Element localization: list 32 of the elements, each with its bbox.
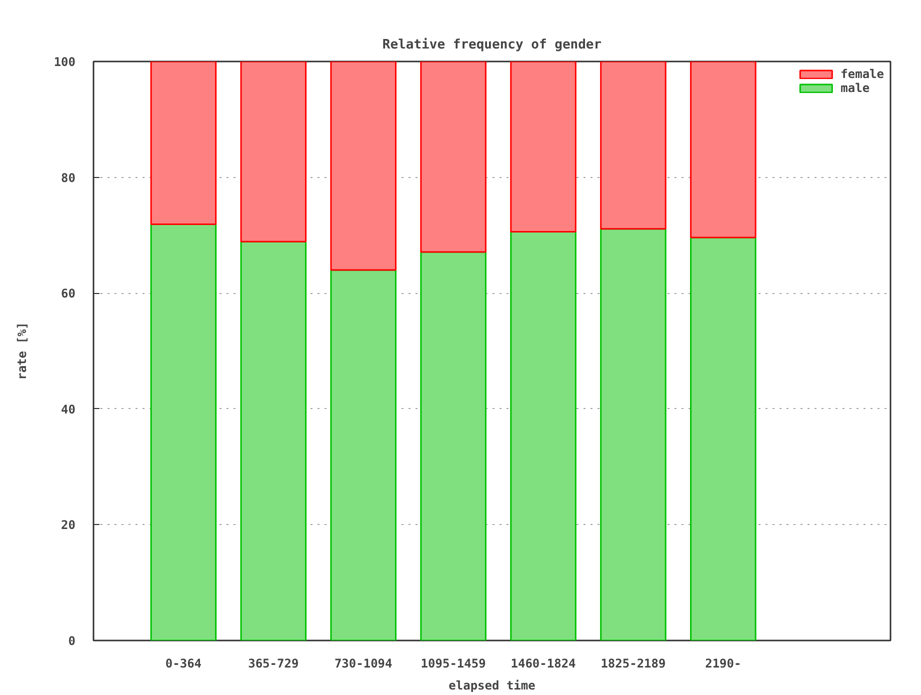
x-tick-label: 365-729 <box>248 656 299 670</box>
x-tick-label: 1460-1824 <box>510 656 576 670</box>
x-tick-label: 730-1094 <box>334 656 392 670</box>
y-tick-label: 0 <box>68 634 76 648</box>
bar <box>240 62 307 242</box>
x-axis-title: elapsed time <box>448 678 536 692</box>
bar <box>420 251 486 640</box>
bar <box>510 62 576 232</box>
x-tick-label: 0-364 <box>165 656 202 670</box>
bar <box>600 62 666 230</box>
y-axis-title: rate [%] <box>14 322 29 380</box>
bar <box>690 236 756 640</box>
x-tick-label: 1825-2189 <box>600 656 666 670</box>
bar <box>420 62 486 253</box>
y-tick-label: 100 <box>54 55 76 69</box>
y-tick-label: 20 <box>61 518 76 532</box>
bar <box>690 62 756 238</box>
bar <box>150 62 217 225</box>
x-tick-label: 2190- <box>705 656 742 670</box>
bar <box>330 269 396 640</box>
y-tick-label: 80 <box>61 170 76 185</box>
legend-label: female <box>840 67 884 81</box>
y-tick-label: 60 <box>61 286 76 301</box>
bar <box>240 240 307 640</box>
bar <box>510 230 576 640</box>
legend-label: male <box>840 81 870 95</box>
bar <box>150 223 217 640</box>
bar <box>330 62 396 271</box>
y-tick-label: 40 <box>61 402 76 416</box>
bar <box>600 228 666 640</box>
chart-title: Relative frequency of gender <box>382 38 602 52</box>
x-tick-label: 1095-1459 <box>420 656 486 670</box>
